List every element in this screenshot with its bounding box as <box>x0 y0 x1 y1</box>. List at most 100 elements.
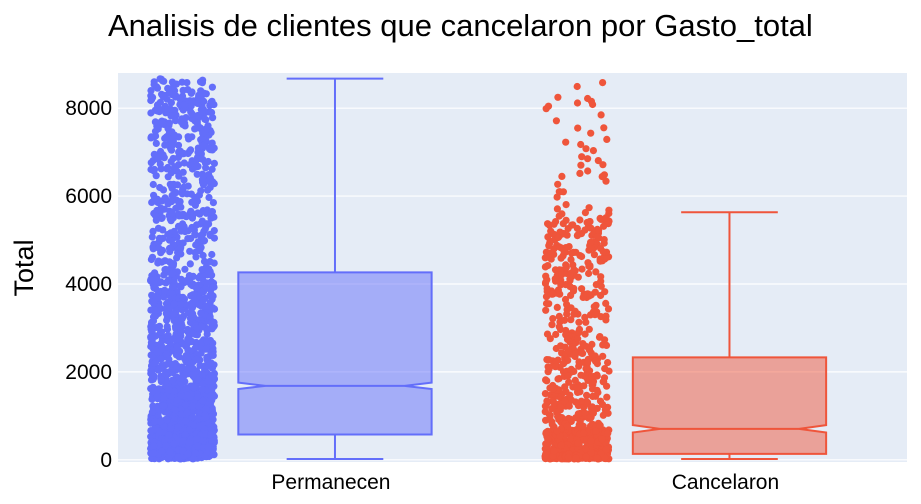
data-point <box>153 392 161 400</box>
data-point <box>542 105 550 113</box>
data-point <box>562 388 570 396</box>
data-point <box>150 298 158 306</box>
data-point <box>594 157 602 165</box>
data-point <box>596 214 604 222</box>
data-point <box>164 331 172 339</box>
data-point <box>555 312 563 320</box>
data-point <box>209 283 217 291</box>
data-point <box>159 93 167 101</box>
data-point <box>163 344 171 352</box>
data-point <box>181 417 190 425</box>
data-point <box>161 141 169 149</box>
data-point <box>202 413 210 421</box>
data-point <box>199 272 207 280</box>
data-point <box>174 141 183 149</box>
data-point <box>156 98 164 106</box>
data-point <box>180 223 188 231</box>
data-point <box>584 94 592 103</box>
data-point <box>599 161 607 169</box>
data-point <box>587 224 595 232</box>
data-point <box>584 155 592 163</box>
data-point <box>210 227 218 235</box>
data-point <box>557 281 565 289</box>
data-point <box>176 282 184 290</box>
data-point <box>545 365 553 373</box>
data-point <box>157 355 165 363</box>
data-point <box>602 341 611 349</box>
data-point <box>194 376 202 384</box>
data-point <box>183 408 191 417</box>
y-tick-label: 4000 <box>65 273 112 296</box>
data-point <box>193 170 201 178</box>
data-point <box>147 255 155 264</box>
data-point <box>189 402 197 410</box>
data-point <box>167 99 175 107</box>
data-point <box>169 376 177 384</box>
data-point <box>166 448 174 456</box>
data-point <box>581 209 590 217</box>
data-point <box>184 325 192 334</box>
data-point <box>582 445 590 453</box>
data-point <box>163 416 171 424</box>
data-point <box>177 391 185 399</box>
data-point <box>591 311 599 319</box>
data-point <box>574 124 582 132</box>
data-point <box>585 262 593 270</box>
data-point <box>187 146 195 154</box>
data-point <box>567 365 575 373</box>
data-point <box>162 442 170 450</box>
data-point <box>167 289 176 297</box>
data-point <box>558 271 566 279</box>
data-point <box>207 108 215 116</box>
data-point <box>592 301 600 309</box>
data-point <box>210 101 218 109</box>
data-point <box>591 352 599 360</box>
data-point <box>152 285 160 293</box>
data-point <box>193 162 202 171</box>
data-point <box>574 273 582 281</box>
data-point <box>170 440 178 448</box>
data-point <box>175 200 183 208</box>
data-point <box>160 271 168 279</box>
data-point <box>158 447 166 455</box>
data-point <box>197 288 205 296</box>
data-point <box>184 335 192 343</box>
data-point <box>555 323 563 331</box>
data-point <box>181 401 190 409</box>
data-point <box>168 209 176 218</box>
data-point <box>160 394 168 402</box>
data-point <box>210 144 218 152</box>
data-point <box>560 316 569 324</box>
data-point <box>202 302 210 310</box>
data-point <box>599 79 607 87</box>
data-point <box>209 339 217 347</box>
data-point <box>171 414 179 422</box>
data-point <box>599 411 607 419</box>
data-point <box>164 173 172 181</box>
data-point <box>168 191 176 200</box>
data-point <box>557 441 565 449</box>
data-point <box>559 360 568 368</box>
data-point <box>165 431 173 439</box>
data-point <box>550 399 559 407</box>
data-point <box>200 257 209 265</box>
data-point <box>198 266 206 274</box>
data-point <box>587 449 595 457</box>
data-point <box>581 313 589 321</box>
data-point <box>600 124 608 132</box>
data-point <box>181 430 189 439</box>
data-point <box>171 406 179 414</box>
data-point <box>206 174 214 182</box>
data-point <box>604 429 612 437</box>
data-point <box>591 357 600 365</box>
data-point <box>585 269 593 278</box>
data-point <box>586 218 594 226</box>
data-point <box>156 428 164 436</box>
data-point <box>204 157 212 166</box>
data-point <box>599 401 607 409</box>
data-point <box>567 316 575 324</box>
data-point <box>167 157 175 166</box>
data-point <box>184 346 192 354</box>
data-point <box>152 139 160 147</box>
data-point <box>192 449 200 457</box>
